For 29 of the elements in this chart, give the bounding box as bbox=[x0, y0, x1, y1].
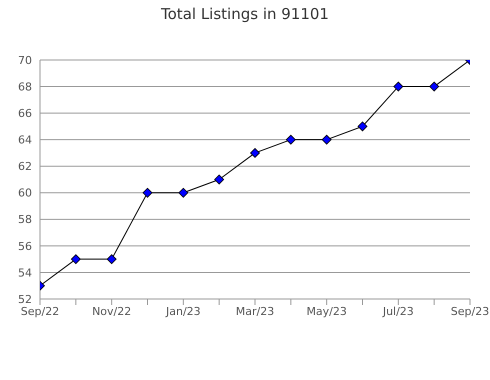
chart-title: Total Listings in 91101 bbox=[160, 5, 330, 23]
x-tick-label: May/23 bbox=[306, 304, 347, 318]
y-tick-label: 52 bbox=[18, 292, 32, 306]
x-tick-label: Jan/23 bbox=[164, 304, 201, 318]
point bbox=[358, 121, 368, 132]
x-tick-label: Sep/23 bbox=[450, 304, 490, 318]
x-tick-label: Sep/22 bbox=[20, 304, 60, 318]
point bbox=[429, 82, 440, 92]
point bbox=[250, 148, 260, 158]
point bbox=[70, 254, 81, 264]
y-tick-label: 54 bbox=[18, 266, 32, 280]
point bbox=[106, 254, 117, 264]
y-tick-label: 62 bbox=[18, 160, 32, 174]
y-tick-label: 60 bbox=[18, 186, 32, 200]
y-tick-label: 66 bbox=[18, 107, 32, 120]
y-tick-label: 68 bbox=[18, 80, 32, 94]
y-tick-label: 70 bbox=[18, 54, 32, 67]
x-tick-label: Nov/22 bbox=[92, 304, 132, 318]
point bbox=[286, 134, 296, 145]
point bbox=[322, 134, 332, 145]
x-tick-label: Jul/23 bbox=[382, 304, 414, 318]
y-tick-label: 64 bbox=[18, 134, 32, 147]
x-tick-label: Mar/23 bbox=[236, 304, 274, 318]
point bbox=[214, 174, 224, 184]
point bbox=[393, 82, 404, 92]
point bbox=[178, 188, 188, 198]
point bbox=[142, 188, 152, 198]
y-tick-label: 56 bbox=[18, 240, 32, 253]
y-tick-label: 58 bbox=[18, 213, 32, 226]
